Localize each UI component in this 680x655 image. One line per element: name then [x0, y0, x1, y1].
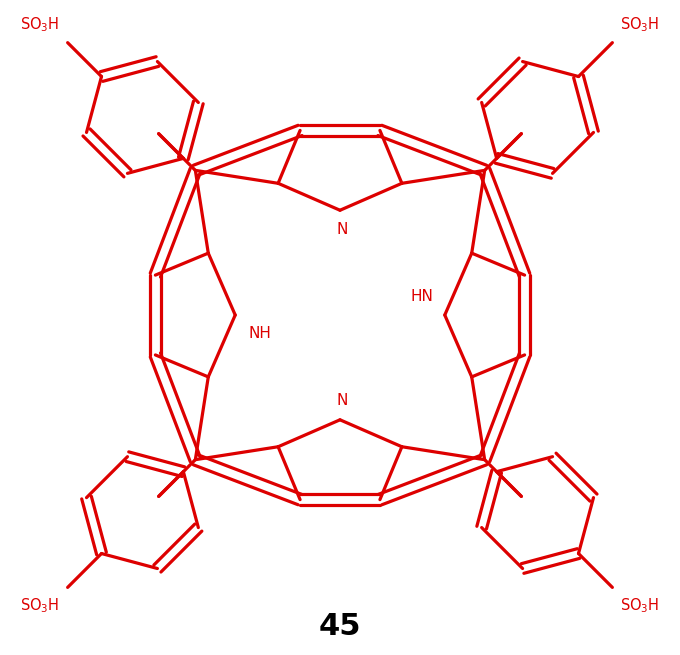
Text: SO$_3$H: SO$_3$H [20, 596, 60, 615]
Text: SO$_3$H: SO$_3$H [620, 15, 660, 34]
Text: NH: NH [249, 326, 271, 341]
Text: N: N [337, 221, 347, 236]
Text: HN: HN [411, 289, 433, 303]
Text: SO$_3$H: SO$_3$H [620, 596, 660, 615]
Text: 45: 45 [319, 612, 361, 641]
Text: N: N [337, 394, 347, 408]
Text: SO$_3$H: SO$_3$H [20, 15, 60, 34]
